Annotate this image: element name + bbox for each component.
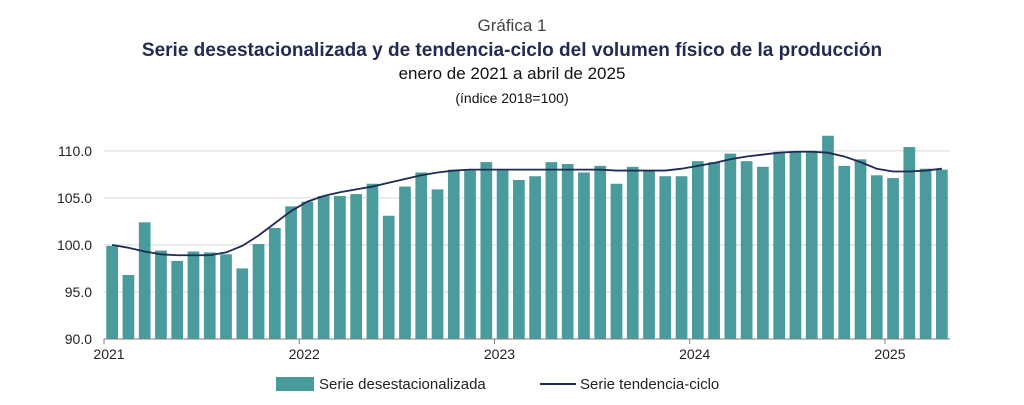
- y-tick-label: 100.0: [57, 237, 92, 253]
- bar: [480, 162, 493, 339]
- bar: [366, 183, 379, 339]
- x-tick-label: 2025: [874, 346, 905, 362]
- bar: [334, 195, 346, 339]
- chart-label: Gráfica 1: [477, 16, 547, 35]
- bar: [919, 168, 932, 339]
- bar: [822, 135, 834, 339]
- bar: [220, 254, 232, 339]
- bar: [740, 161, 753, 339]
- x-tick-label: 2021: [93, 346, 124, 362]
- bar-series: [106, 135, 948, 339]
- bar: [529, 176, 541, 339]
- bar: [155, 250, 167, 339]
- bar: [643, 170, 655, 339]
- y-tick-label: 110.0: [58, 143, 92, 159]
- bar: [496, 170, 509, 339]
- bar: [350, 194, 363, 339]
- chart-title: Serie desestacionalizada y de tendencia-…: [141, 40, 883, 61]
- bar: [838, 165, 851, 339]
- bar: [854, 159, 867, 339]
- bar: [691, 161, 704, 339]
- legend-label-trend: Serie tendencia-ciclo: [580, 376, 719, 393]
- x-tick-label: 2022: [289, 346, 320, 362]
- bar: [236, 268, 249, 339]
- bar: [659, 176, 672, 339]
- bar: [708, 162, 720, 339]
- bar: [122, 275, 135, 339]
- bar: [447, 169, 460, 339]
- legend-swatch-bars: [276, 377, 314, 391]
- bar: [382, 215, 395, 339]
- bar: [317, 195, 330, 339]
- bar: [805, 150, 818, 339]
- bar: [675, 176, 688, 339]
- bar: [561, 163, 574, 339]
- bar: [171, 260, 184, 339]
- bar: [301, 201, 314, 339]
- chart-ticks: 90.0 95.0 100.0 105.0 110.0 2021 2022 2023 2024 2…: [57, 143, 906, 362]
- bar: [106, 245, 118, 339]
- bar: [464, 170, 476, 339]
- legend-label-bars: Serie desestacionalizada: [319, 376, 486, 393]
- trend-line: [111, 150, 942, 257]
- bar: [252, 243, 265, 339]
- bar: [870, 175, 883, 339]
- bar: [268, 227, 281, 339]
- x-tick-label: 2023: [484, 346, 515, 362]
- bar: [610, 183, 623, 339]
- bar: [138, 222, 151, 339]
- bar: [757, 166, 769, 339]
- bar: [545, 162, 558, 339]
- bar: [626, 166, 639, 339]
- bar: [578, 172, 590, 339]
- chart-legend: Serie desestacionalizada Serie tendencia…: [276, 376, 719, 393]
- bar: [431, 189, 444, 339]
- bar: [399, 186, 411, 339]
- y-tick-label: 90.0: [65, 331, 92, 347]
- bar: [594, 165, 607, 339]
- bar: [887, 178, 899, 339]
- bar: [936, 169, 948, 339]
- bar: [724, 153, 737, 339]
- bar: [285, 206, 297, 339]
- bar: [513, 179, 525, 339]
- chart-subtitle: enero de 2021 a abril de 2025: [398, 64, 626, 83]
- x-tick-label: 2024: [679, 346, 710, 362]
- y-tick-label: 105.0: [57, 190, 92, 206]
- bar: [773, 151, 786, 339]
- bar: [415, 172, 428, 339]
- bar: [789, 151, 802, 339]
- chart-axes: [103, 338, 950, 344]
- y-tick-label: 95.0: [65, 284, 92, 300]
- bar: [203, 252, 216, 339]
- bar: [903, 147, 916, 339]
- chart-unit: (índice 2018=100): [455, 90, 569, 106]
- bar: [187, 251, 200, 339]
